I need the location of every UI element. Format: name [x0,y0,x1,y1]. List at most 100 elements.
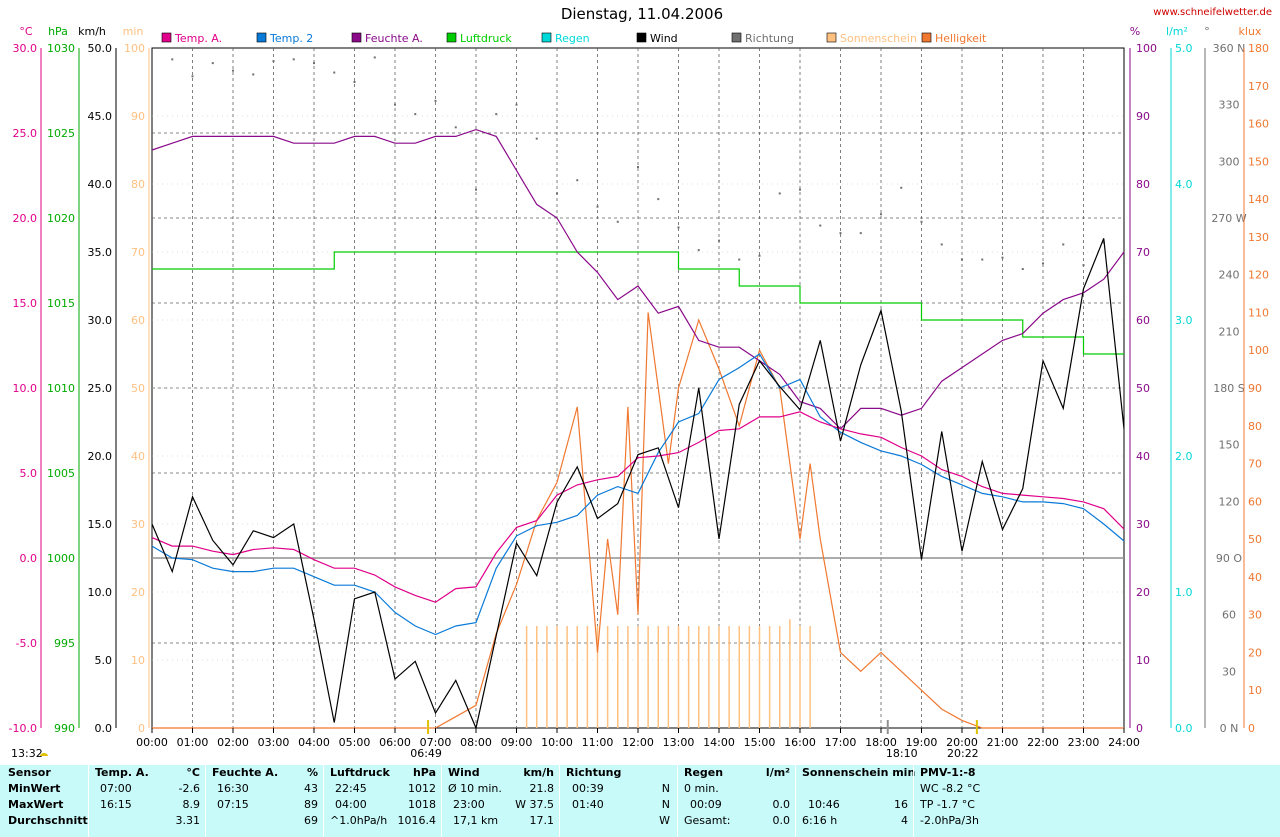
wind-axis-tick: 20.0 [88,450,113,463]
klux-axis-tick: 40 [1248,571,1262,584]
direction-dot [1062,243,1065,246]
legend-label: Helligkeit [935,32,987,45]
sun-icon [40,753,48,756]
stats-cell: 0 min. [684,782,719,795]
direction-dot [1001,256,1004,259]
stats-cell: -2.0hPa/3h [920,814,979,827]
legend-label: Regen [555,32,590,45]
stats-cell: 10:46 [808,798,840,811]
stats-cell: Ø 10 min. [448,782,502,795]
direction-dot [859,232,862,235]
legend-label: Luftdruck [460,32,512,45]
direction-dot [434,99,437,102]
deg-axis-tick: 0 N [1220,722,1239,735]
direction-dot [292,58,295,61]
klux-axis-tick: 180 [1248,42,1269,55]
temp-axis-tick: 15.0 [13,297,38,310]
time-label: 02:00 [217,736,249,749]
stats-cell: 01:40 [572,798,604,811]
stats-col-sensor: Sensor MinWert MaxWert Durchschnitt [8,765,88,837]
direction-dot [616,220,619,223]
axis-units: °C hPa km/h min% l/m² ° klux [19,25,1262,38]
direction-dot [313,62,315,65]
stats-table: Sensor MinWert MaxWert Durchschnitt Temp… [0,765,1280,837]
stats-cell: 22:45 [335,782,367,795]
rain-axis-tick: 3.0 [1175,314,1193,327]
stats-cell: 1016.4 [397,814,437,827]
rain-axis-tick: 5.0 [1175,42,1193,55]
stats-header-sonne: Sonnenschein min [802,766,916,779]
pct-axis-tick: 30 [1136,518,1150,531]
pct-axis-tick: 20 [1136,586,1150,599]
time-label: 21:00 [987,736,1019,749]
time-label: 16:00 [784,736,816,749]
direction-dot [535,137,538,140]
sunshine-bars [525,619,811,728]
right-axes: 10090807060504030201005.04.03.02.01.00.0… [1129,42,1269,735]
stats-cell: 21.8 [529,782,555,795]
klux-axis-tick: 20 [1248,646,1262,659]
stats-cell: -2.6 [178,782,200,795]
direction-dot [940,243,943,246]
pct-axis-tick: 100 [1136,42,1157,55]
series-line-wind [151,238,1125,730]
time-label: 19:00 [906,736,938,749]
stats-divider [323,765,324,837]
stats-header-pmv: PMV-1:-8 [920,766,976,779]
stats-cell: 1018 [408,798,436,811]
stats-divider [88,765,89,837]
stats-cell: W 37.5 [515,798,554,811]
time-label: 22:00 [1027,736,1059,749]
legend-label: Feuchte A. [365,32,423,45]
direction-dot [799,188,801,191]
min-axis-tick: 50 [131,382,145,395]
direction-dot [373,56,376,59]
deg-axis-tick: 120 [1219,495,1240,508]
stats-header-druck: Luftdruck [330,766,390,779]
stats-cell: 23:00 [453,798,485,811]
stats-divider [441,765,442,837]
deg-axis-tick: 60 [1222,609,1236,622]
direction-dot [880,213,882,216]
klux-axis-tick: 80 [1248,420,1262,433]
direction-dot [839,232,842,235]
stats-unit-temp: °C [186,766,200,779]
rain-axis-tick: 4.0 [1175,178,1193,191]
time-label: 11:00 [582,736,614,749]
time-label: 23:00 [1068,736,1100,749]
klux-axis-tick: 0 [1248,722,1255,735]
wind-axis-tick: 35.0 [88,246,113,259]
stats-col-feuchte: Feuchte A.% 16:30 43 07:15 89 69 [212,765,318,837]
direction-dot [920,220,923,223]
stats-col-richtung: Richtung 00:39 N 01:40 N W [566,765,670,837]
deg-axis-tick: 210 [1219,325,1240,338]
stats-row-label: MinWert [8,782,61,795]
stats-header-regen: Regen [684,766,724,779]
time-label: 20:00 [946,736,978,749]
wind-axis-tick: 0.0 [95,722,113,735]
min-axis-tick: 10 [131,654,145,667]
stats-cell: 17.1 [529,814,555,827]
direction-dot [819,224,822,227]
time-label: 08:00 [460,736,492,749]
time-label: 03:00 [258,736,290,749]
hpa-axis-tick: 1025 [47,127,75,140]
hpa-axis-tick: 1010 [47,382,75,395]
temp-axis-tick: 0.0 [20,552,38,565]
legend: Temp. A. Temp. 2 Feuchte A. Luftdruck Regen W… [161,32,987,45]
direction-dot [333,71,336,74]
stats-cell: 16 [894,798,908,811]
now-time-label: 13:32 [11,747,43,760]
stats-cell: 00:39 [572,782,604,795]
temp-axis-tick: 30.0 [13,42,38,55]
time-label: 18:00 [865,736,897,749]
deg-axis-tick: 180 S [1213,382,1244,395]
hpa-axis-tick: 1005 [47,467,75,480]
legend-swatch [636,32,647,43]
stats-divider [559,765,560,837]
time-label: 04:00 [298,736,330,749]
time-label: 24:00 [1108,736,1140,749]
stats-row-label: MaxWert [8,798,64,811]
wind-axis-tick: 25.0 [88,382,113,395]
direction-dot [1042,262,1044,265]
